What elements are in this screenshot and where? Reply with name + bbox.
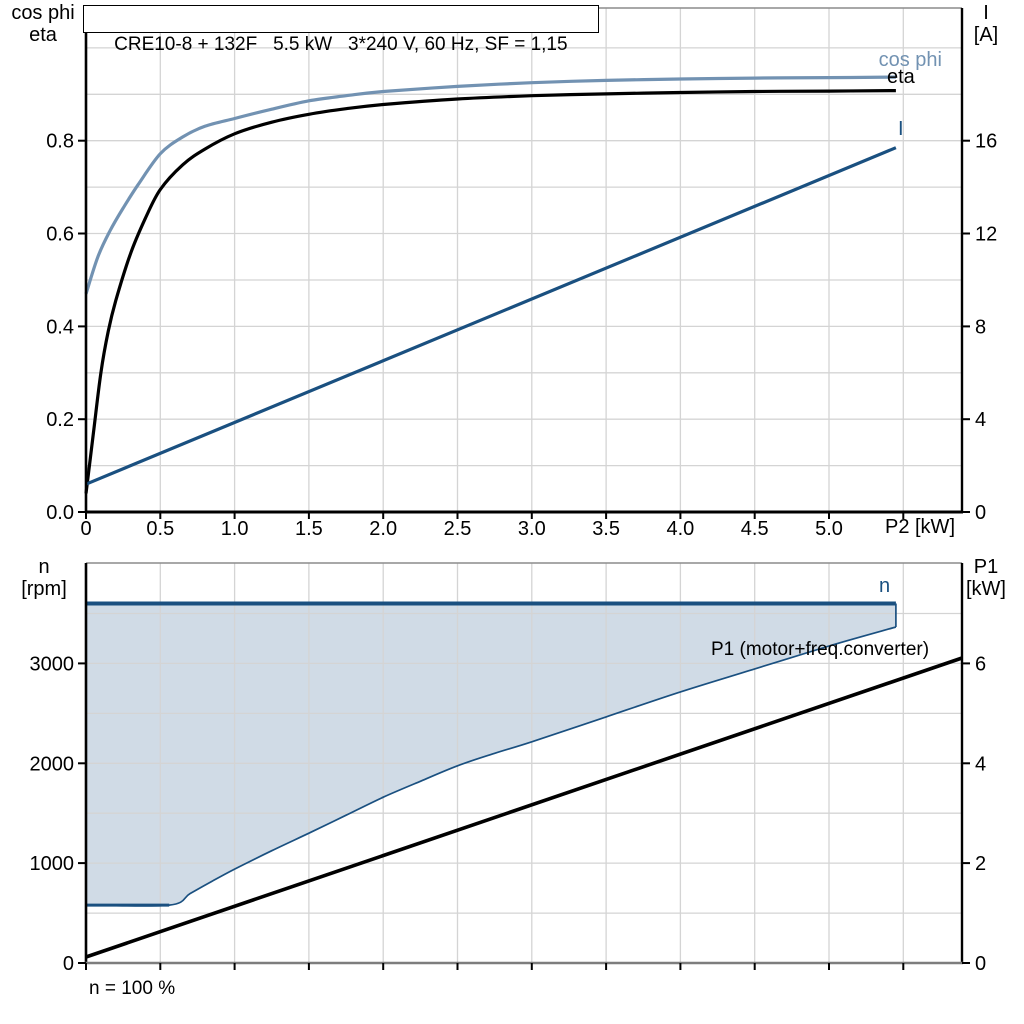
p2-axis-unit-label: P2 [kW] [884,516,955,538]
x-tick-label: 2.5 [444,518,472,540]
y-right-tick-label: 8 [975,316,986,338]
chart0-tick-labels: 0 0.5 1.0 1.5 2.0 2.5 3.0 3.5 4.0 4.5 5.0 0.0 0.2 0.4… [46,131,997,540]
y-left-tick-label: 0.4 [46,316,74,338]
y-right-tick-label: 4 [975,753,986,775]
bottom-right-axis-label: P1 [kW] [948,556,1024,600]
x-tick-label: 3.5 [592,518,620,540]
chart-title-box: CRE10-8 + 132F 5.5 kW 3*240 V, 60 Hz, SF… [83,5,599,55]
speed-footnote: n = 100 % [89,978,176,999]
eta-curve-label: eta [887,66,915,88]
chart1-ticks [78,662,970,970]
eta-axis-label: eta [29,24,57,46]
x-tick-label: 0 [80,518,91,540]
chart0-series-cos-phi [84,75,896,295]
current-axis-label: I [983,2,989,24]
cos-phi-axis-label: cos phi [11,2,75,24]
y-right-tick-label: 0 [975,502,986,524]
chart0-axes [84,7,964,514]
chart1-series-speed-lower-bound [85,626,897,907]
chart0-ticks [78,139,970,519]
p1-axis-label: P1 [973,556,999,578]
y-right-tick-label: 0 [975,953,986,975]
speed-curve-label: n [879,575,891,597]
y-right-tick-label: 2 [975,853,986,875]
chart0-series-eta [84,89,896,494]
x-tick-label: 3.0 [518,518,546,540]
current-curve-label: I [898,118,904,140]
x-tick-label: 1.5 [295,518,323,540]
y-left-tick-label: 3000 [30,653,75,675]
y-left-tick-label: 0.2 [46,409,74,431]
chart1-tick-labels: 0 1000 2000 3000 0 2 4 6 [30,653,987,975]
x-tick-label: 1.0 [221,518,249,540]
y-right-tick-label: 16 [975,131,997,153]
y-right-tick-label: 12 [975,224,997,246]
top-left-axis-label: cos phi eta [0,2,86,46]
y-left-tick-label: 0.0 [46,502,74,524]
chart1-speed-range-area [86,603,896,906]
chart1-series-p1-motor-freq-converter [85,656,963,959]
x-tick-label: 4.0 [666,518,694,540]
y-left-tick-label: 2000 [30,753,75,775]
y-right-tick-label: 4 [975,409,986,431]
y-right-tick-label: 6 [975,653,986,675]
x-tick-label: 2.0 [369,518,397,540]
chart-title: CRE10-8 + 132F 5.5 kW 3*240 V, 60 Hz, SF… [114,34,568,55]
y-left-tick-label: 0.8 [46,131,74,153]
bottom-left-axis-label: n [rpm] [0,556,88,600]
p1-curve-label: P1 (motor+freq.converter) [711,639,930,660]
x-tick-label: 0.5 [146,518,174,540]
y-left-tick-label: 1000 [30,853,75,875]
chart0-gridlines [86,8,962,512]
cos-phi-curve-label: cos phi [878,49,942,71]
speed-axis-label: n [38,556,50,578]
top-right-axis-label: I [A] [948,2,1024,46]
chart0-series-i [85,146,897,486]
x-tick-label: 4.5 [741,518,769,540]
y-left-tick-label: 0 [63,953,74,975]
rpm-unit-label: [rpm] [21,578,67,600]
y-left-tick-label: 0.6 [46,224,74,246]
x-tick-label: 5.0 [815,518,843,540]
kw-unit-label: [kW] [966,578,1006,600]
chart1-gridlines [86,563,962,963]
ampere-unit-label: [A] [973,24,999,46]
